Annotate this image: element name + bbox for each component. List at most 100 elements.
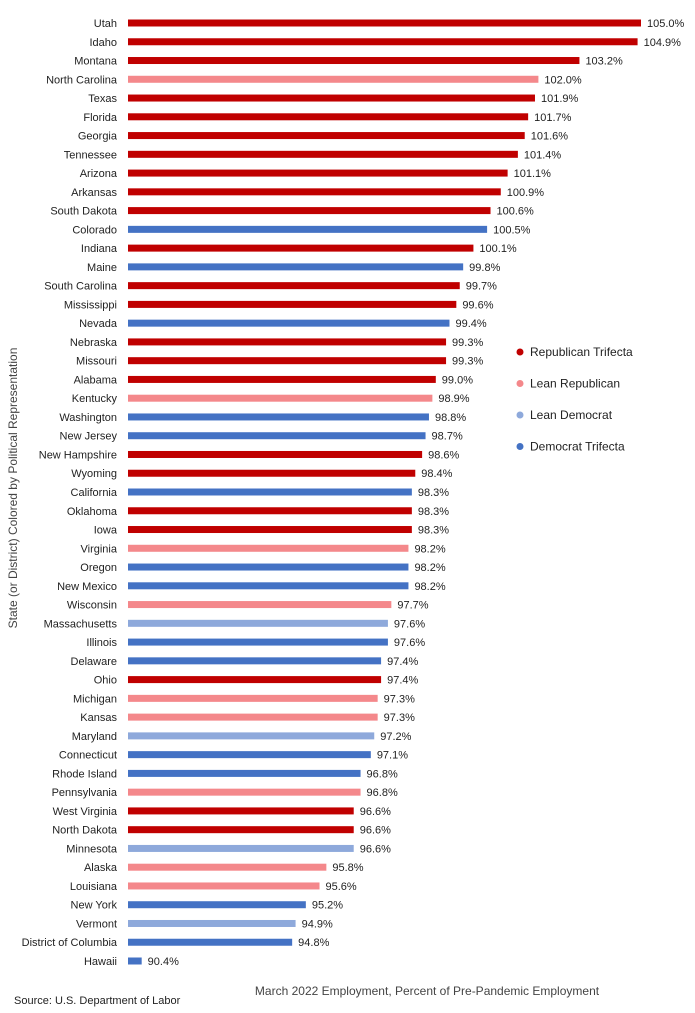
category-label: North Dakota <box>52 825 118 837</box>
bar <box>128 582 409 590</box>
bar <box>128 713 378 721</box>
value-label: 104.9% <box>644 37 682 49</box>
category-label: Michigan <box>73 693 117 705</box>
value-label: 99.8% <box>469 262 500 274</box>
x-axis-title: March 2022 Employment, Percent of Pre-Pa… <box>255 984 600 998</box>
bar <box>128 450 423 458</box>
bar <box>128 132 525 140</box>
legend: Republican Trifecta Lean Republican Lean D… <box>516 345 633 454</box>
bar <box>128 544 409 552</box>
value-label: 101.1% <box>514 168 552 180</box>
value-label: 97.4% <box>387 656 418 668</box>
value-label: 97.4% <box>387 675 418 687</box>
category-label: North Carolina <box>46 74 118 86</box>
bar <box>128 526 412 534</box>
value-label: 96.6% <box>360 843 391 855</box>
bar <box>128 732 375 740</box>
bar <box>128 357 447 365</box>
category-label: Nebraska <box>70 337 118 349</box>
bar <box>128 919 296 927</box>
value-label: 96.8% <box>367 787 398 799</box>
bar <box>128 469 416 477</box>
value-label: 101.4% <box>524 149 562 161</box>
legend-marker <box>516 348 524 356</box>
category-label: Washington <box>59 412 117 424</box>
bar <box>128 563 409 571</box>
bar <box>128 319 450 327</box>
bar <box>128 601 392 609</box>
category-label: Hawaii <box>84 956 117 968</box>
bar <box>128 263 464 271</box>
bar <box>128 957 142 965</box>
bar <box>128 207 491 215</box>
value-label: 99.4% <box>455 318 486 330</box>
category-label: Iowa <box>94 525 118 537</box>
category-label: Massachusetts <box>44 618 118 630</box>
category-label: Kansas <box>80 712 117 724</box>
bar <box>128 19 641 27</box>
value-label: 98.4% <box>421 468 452 480</box>
value-label: 101.7% <box>534 112 572 124</box>
bar <box>128 57 580 65</box>
category-label: Alabama <box>74 374 118 386</box>
bar <box>128 169 508 177</box>
bar <box>128 751 371 759</box>
bar <box>128 863 327 871</box>
category-label: Colorado <box>72 224 117 236</box>
value-label: 90.4% <box>148 956 179 968</box>
bar <box>128 676 382 684</box>
bar <box>128 244 474 252</box>
legend-marker <box>516 380 524 387</box>
legend-label: Lean Republican <box>530 377 620 391</box>
category-label: New Hampshire <box>39 449 117 461</box>
value-label: 102.0% <box>544 74 582 86</box>
category-label: Vermont <box>76 918 117 930</box>
category-label: Montana <box>74 56 118 68</box>
value-label: 98.2% <box>414 562 445 574</box>
bar <box>128 38 638 46</box>
category-label: Maine <box>87 262 117 274</box>
value-label: 100.1% <box>479 243 517 255</box>
bar <box>128 938 293 946</box>
bar <box>128 300 457 308</box>
category-label: Oregon <box>80 562 117 574</box>
bar <box>128 225 488 233</box>
bar <box>128 94 535 102</box>
value-label: 96.8% <box>367 768 398 780</box>
category-label: Ohio <box>94 675 117 687</box>
category-label: South Carolina <box>44 281 118 293</box>
category-label: Utah <box>94 18 117 30</box>
category-label: New Mexico <box>57 581 117 593</box>
category-label: Delaware <box>71 656 117 668</box>
category-label: West Virginia <box>53 806 118 818</box>
category-label: Virginia <box>81 543 118 555</box>
bar <box>128 638 388 646</box>
value-label: 96.6% <box>360 825 391 837</box>
value-label: 97.3% <box>384 693 415 705</box>
bar <box>128 882 320 890</box>
value-label: 99.3% <box>452 356 483 368</box>
category-label: Connecticut <box>59 750 117 762</box>
bar <box>128 413 429 421</box>
category-label: New Jersey <box>60 431 118 443</box>
category-label: South Dakota <box>50 206 118 218</box>
category-label: Illinois <box>86 637 117 649</box>
bar <box>128 150 518 158</box>
value-label: 95.8% <box>332 862 363 874</box>
bar <box>128 113 529 121</box>
value-label: 103.2% <box>585 56 623 68</box>
legend-marker <box>516 443 524 450</box>
bar <box>128 282 460 290</box>
category-label: Georgia <box>78 131 118 143</box>
bar <box>128 338 447 346</box>
category-label: Nevada <box>79 318 118 330</box>
bar <box>128 507 412 515</box>
value-label: 97.6% <box>394 637 425 649</box>
bars-layer: Utah 105.0% Idaho 104.9% Montana 103.2% North … <box>22 18 685 968</box>
value-label: 98.8% <box>435 412 466 424</box>
value-label: 96.6% <box>360 806 391 818</box>
bar <box>128 769 361 777</box>
bar <box>128 826 354 834</box>
category-label: Florida <box>83 112 118 124</box>
